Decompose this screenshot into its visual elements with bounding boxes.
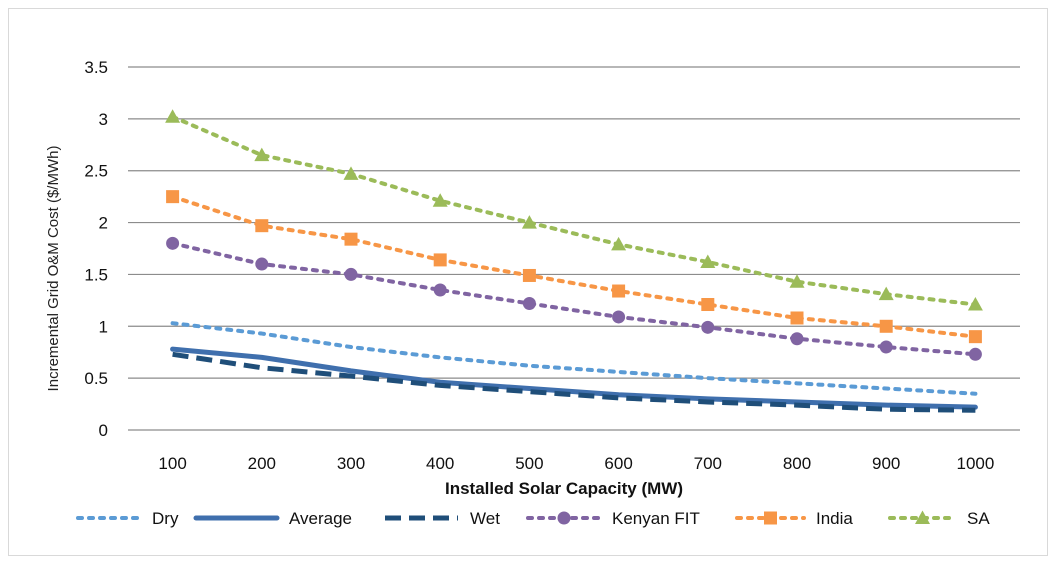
legend-item-sa: SA: [888, 509, 990, 528]
chart-frame: [8, 8, 1048, 556]
data-point: [166, 236, 180, 250]
series-layer: [165, 109, 983, 413]
data-point: [433, 283, 447, 297]
data-point: [612, 310, 626, 324]
series-line: [170, 321, 978, 396]
data-point: [701, 320, 715, 334]
x-axis-ticks: 100 200 300 400 500 600 700 800 900 1000: [158, 454, 994, 473]
y-axis-label: Incremental Grid O&M Cost ($/MWh): [45, 146, 62, 392]
data-point: [967, 297, 983, 311]
data-point: [166, 190, 180, 204]
data-point: [878, 286, 894, 301]
data-point: [255, 219, 269, 233]
data-point: [254, 147, 270, 162]
legend-item-dry: Dry: [76, 509, 179, 528]
data-point: [611, 236, 627, 251]
x-tick-label: 800: [783, 454, 811, 473]
legend-item-india: India: [735, 509, 853, 528]
data-point: [879, 340, 893, 354]
series-line: [170, 194, 978, 339]
x-tick-label: 500: [515, 454, 543, 473]
data-point: [879, 319, 893, 333]
data-point: [764, 511, 777, 525]
legend-label: Dry: [152, 509, 179, 528]
series-line: [170, 241, 978, 357]
x-tick-label: 200: [248, 454, 276, 473]
legend-item-wet: Wet: [385, 509, 500, 528]
y-tick-label: 3.5: [84, 58, 108, 77]
x-tick-label: 400: [426, 454, 454, 473]
legend-item-average: Average: [193, 509, 352, 528]
y-axis-ticks: 0 0.5 1 1.5 2 2.5 3 3.5: [84, 58, 108, 440]
series-dry: [170, 321, 978, 396]
y-tick-label: 0.5: [84, 369, 108, 388]
data-point: [700, 254, 716, 268]
data-point: [344, 232, 358, 246]
legend: Dry Average Wet Kenyan FIT India SA: [76, 509, 990, 528]
data-point: [790, 311, 804, 325]
legend-item-kenyan-fit: Kenyan FIT: [526, 509, 700, 528]
data-point: [522, 268, 536, 282]
x-tick-label: 1000: [956, 454, 994, 473]
legend-label: Average: [289, 509, 352, 528]
x-tick-label: 900: [872, 454, 900, 473]
legend-label: Kenyan FIT: [612, 509, 700, 528]
series-wet: [172, 351, 976, 413]
legend-label: Wet: [470, 509, 500, 528]
data-point: [521, 215, 537, 229]
data-point: [790, 332, 804, 346]
series-india: [166, 190, 982, 344]
data-point: [915, 510, 930, 524]
data-point: [344, 267, 358, 281]
x-tick-label: 600: [604, 454, 632, 473]
series-line: [172, 351, 976, 413]
legend-label: SA: [967, 509, 990, 528]
x-axis-label: Installed Solar Capacity (MW): [445, 479, 683, 498]
data-point: [557, 511, 571, 525]
data-point: [701, 298, 715, 312]
y-tick-label: 0: [99, 421, 108, 440]
x-tick-label: 100: [158, 454, 186, 473]
series-average: [170, 346, 978, 410]
x-tick-label: 700: [694, 454, 722, 473]
y-tick-label: 2.5: [84, 162, 108, 181]
legend-label: India: [816, 509, 853, 528]
series-sa: [165, 109, 983, 311]
data-point: [968, 330, 982, 344]
data-point: [789, 274, 805, 288]
data-point: [255, 257, 269, 271]
y-tick-label: 1: [99, 317, 108, 336]
data-point: [968, 347, 982, 361]
data-point: [343, 166, 359, 180]
data-point: [432, 193, 448, 207]
data-point: [165, 109, 181, 123]
y-tick-label: 1.5: [84, 265, 108, 284]
data-point: [433, 253, 447, 267]
gridlines: [128, 66, 1020, 431]
data-point: [522, 296, 536, 310]
y-tick-label: 2: [99, 214, 108, 233]
y-tick-label: 3: [99, 110, 108, 129]
series-kenyan-fit: [166, 236, 982, 361]
data-point: [612, 284, 626, 298]
series-line: [170, 114, 978, 307]
x-tick-label: 300: [337, 454, 365, 473]
series-line: [170, 346, 978, 410]
